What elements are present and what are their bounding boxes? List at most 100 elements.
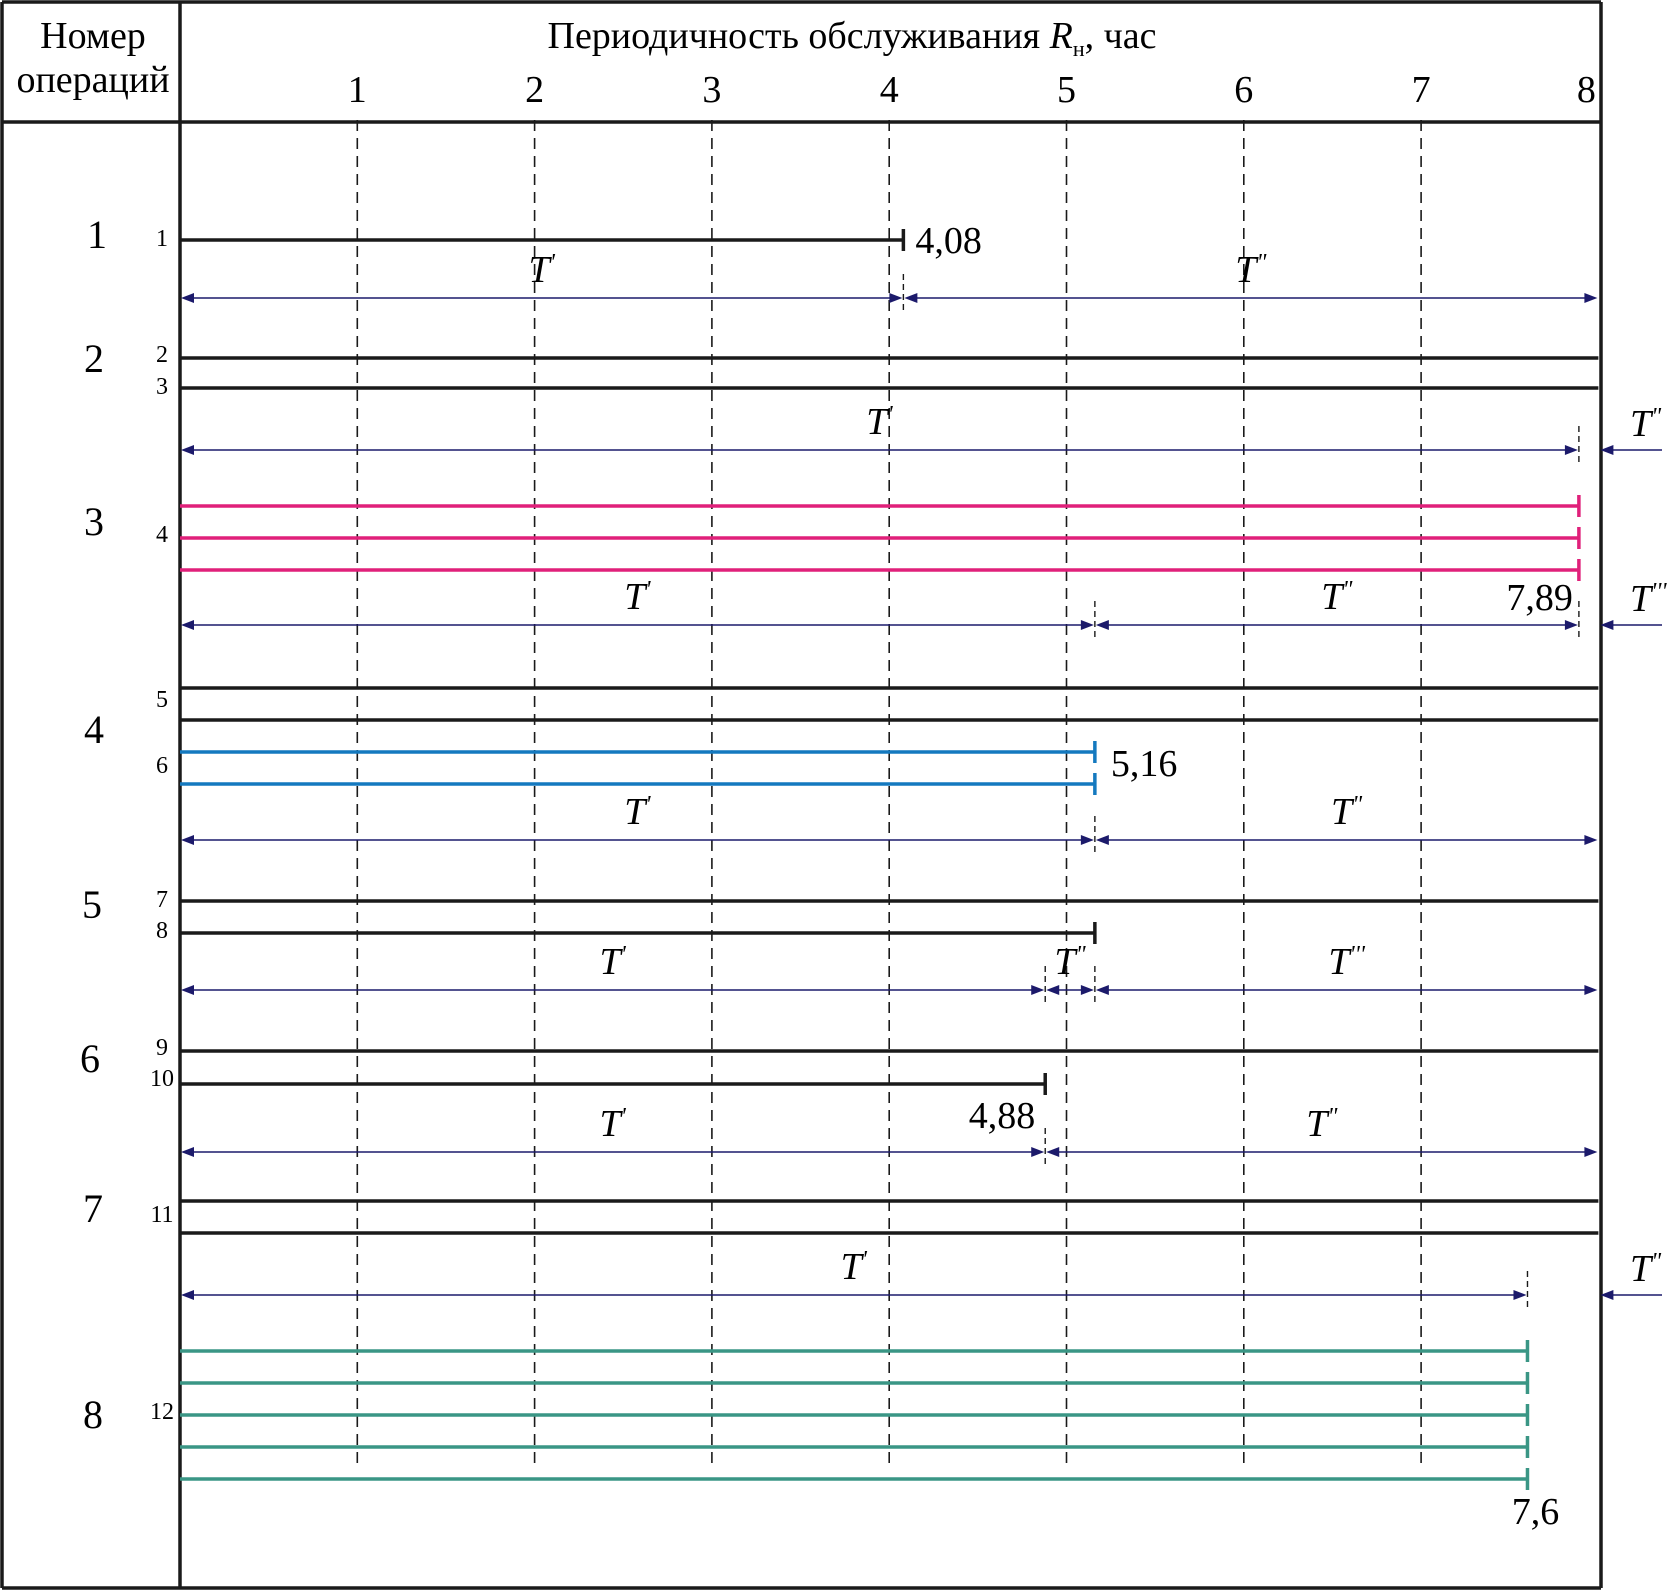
worker-label: 2 [156,342,168,368]
interval-mark: " [1327,1104,1338,1130]
interval-label: T''' [1630,578,1667,620]
axis-ticks: 1 2 3 4 5 6 7 8 [348,69,1596,111]
operation-number-header-line2: операций [16,59,169,101]
arrow-head [1080,620,1094,630]
arrow-head [1080,835,1094,845]
arrow-head [1584,835,1598,845]
interval-mark: ' [621,1104,627,1130]
arrow-head [1095,985,1109,995]
arrow-head [904,293,918,303]
operation-number: 7 [83,1186,103,1231]
interval-mark: " [1352,792,1363,818]
arrow-head [181,1290,194,1300]
interval-label: T" [1321,576,1353,618]
operation-number: 5 [82,882,102,927]
interval-label: T" [1331,791,1363,833]
worker-label: 9 [156,1035,168,1061]
interval-mark: " [1651,404,1662,430]
interval-label: T" [1306,1103,1338,1145]
interval-mark: ' [645,577,651,603]
worker-label: 3 [156,374,168,400]
worker-label: 11 [150,1202,173,1228]
arrow-head [181,985,194,995]
arrow-head [181,445,194,455]
interval-label: T' [529,249,556,291]
interval-mark: ' [550,250,556,276]
end-value-label: 4,88 [969,1095,1036,1137]
interval-label: T''' [1328,941,1365,983]
arrow-head [1095,620,1109,630]
worker-label: 7 [156,887,168,913]
interval-label: T" [1630,1248,1662,1290]
interval-label: T' [841,1246,868,1288]
interval-mark: " [1256,250,1267,276]
arrow-head [1080,985,1094,995]
interval-mark: ' [862,1247,868,1273]
arrow-head [1564,620,1578,630]
interval-mark: " [1076,942,1087,968]
interval-mark: ' [645,792,651,818]
worker-label: 12 [150,1399,174,1425]
operation-number: 1 [87,212,107,257]
tick-label: 6 [1234,69,1253,111]
worker-label: 4 [156,522,168,548]
arrow-head [181,835,194,845]
axis-title: Периодичность обслуживания Rн, час [548,15,1157,61]
arrow-head [1095,835,1109,845]
interval-label: T" [1630,403,1662,445]
axis-title-variable: R [1049,15,1073,57]
arrow-head [1584,1147,1598,1157]
operation-number-header-line1: Номер [40,15,146,57]
tick-label: 5 [1057,69,1076,111]
arrow-head [1564,445,1578,455]
arrow-head [1513,1290,1527,1300]
arrow-head [181,293,194,303]
interval-label: T' [599,941,626,983]
end-value-label: 5,16 [1111,743,1178,785]
operation-number: 4 [84,707,104,752]
arrow-head [1600,445,1614,455]
workload-lines [180,229,1599,1490]
worker-label: 5 [156,687,168,713]
end-value-label: 7,6 [1512,1491,1560,1533]
grid-layer [356,120,1422,1470]
arrow-head [1600,1290,1614,1300]
interval-mark: " [1651,1249,1662,1275]
worker-label: 6 [156,753,168,779]
interval-mark: ''' [1350,942,1366,968]
operation-numbers: 1 2 3 4 5 6 7 8 [80,212,107,1437]
operation-number: 2 [84,336,104,381]
end-values: 4,08 7,89 5,16 4,88 7,6 [915,220,1573,1533]
arrow-head [181,620,194,630]
interval-label: T' [624,576,651,618]
arrow-head [181,1147,194,1157]
tick-label: 1 [348,69,367,111]
axis-title-main: Периодичность обслуживания [548,15,1050,57]
interval-label: T" [1054,941,1086,983]
worker-label: 10 [150,1066,174,1092]
axis-title-subscript: н [1073,36,1085,61]
arrow-head [889,293,903,303]
arrow-head [1031,1147,1045,1157]
interval-mark: ' [887,402,893,428]
interval-mark: ' [621,942,627,968]
interval-label: T" [1235,249,1267,291]
table-frame [0,0,1603,1590]
arrow-head [1031,985,1045,995]
operation-number: 6 [80,1036,100,1081]
axis-title-tail: , час [1085,15,1157,57]
tick-label: 4 [880,69,899,111]
end-value-label: 7,89 [1506,577,1573,619]
operation-number: 3 [84,499,104,544]
arrow-head [1584,985,1598,995]
interval-mark: ''' [1651,579,1667,605]
operation-number: 8 [83,1392,103,1437]
tick-label: 3 [702,69,721,111]
table-header: Номер операций Периодичность обслуживани… [16,15,1156,101]
arrow-head [1046,985,1060,995]
interval-label: T' [624,791,651,833]
arrow-head [1600,620,1614,630]
tick-label: 8 [1577,69,1596,111]
